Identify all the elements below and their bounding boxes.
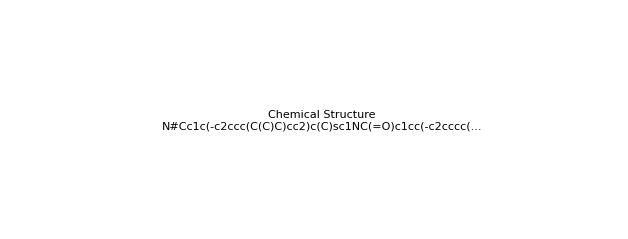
Text: Chemical Structure
N#Cc1c(-c2ccc(C(C)C)cc2)c(C)sc1NC(=O)c1cc(-c2cccc(...: Chemical Structure N#Cc1c(-c2ccc(C(C)C)c… <box>161 110 482 131</box>
